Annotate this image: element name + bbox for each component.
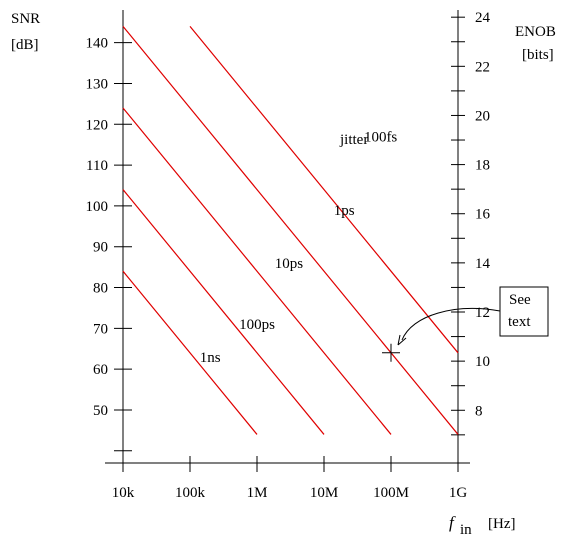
- right-tick-label: 14: [475, 256, 491, 272]
- jitter-line-100ps: [122, 189, 325, 435]
- right-tick-label: 10: [475, 354, 490, 370]
- left-tick-label: 100: [86, 199, 109, 215]
- jitter-line-10ps: [122, 107, 392, 435]
- callout-box: [499, 286, 549, 337]
- x-tick-label: 1G: [449, 485, 468, 501]
- left-axis-ticks: 50 60 70 80 90 100 110 120 130 140: [86, 36, 132, 452]
- x-tick-label: 10k: [112, 485, 135, 501]
- x-tick-label: 100k: [175, 485, 206, 501]
- x-axis-label-symbol: f: [449, 513, 456, 532]
- right-tick-label: 16: [475, 207, 491, 223]
- crosshair-marker: [382, 343, 400, 362]
- left-tick-label: 50: [93, 403, 108, 419]
- jitter-line-labels: 1ns 100ps 10ps 1ps 100fs: [200, 130, 398, 366]
- legend-title: jitter: [339, 132, 368, 148]
- left-tick-label: 130: [86, 76, 109, 92]
- jitter-lines: [122, 25, 459, 435]
- jitter-label-1ns: 1ns: [200, 350, 221, 366]
- x-axis-label-subscript: in: [460, 522, 472, 538]
- jitter-label-1ps: 1ps: [334, 203, 355, 219]
- right-axis-label-line1: ENOB: [515, 24, 556, 40]
- right-axis-ticks: 8 10 12 14 16 18 20 22 24: [451, 10, 491, 436]
- x-axis-ticks: 10k 100k 1M 10M 100M 1G: [112, 456, 468, 501]
- callout-line2: text: [508, 314, 531, 330]
- x-tick-label: 100M: [373, 485, 409, 501]
- right-tick-label: 18: [475, 158, 490, 174]
- jitter-label-100fs: 100fs: [364, 130, 397, 146]
- left-tick-label: 110: [86, 158, 108, 174]
- right-tick-label: 12: [475, 305, 490, 321]
- jitter-line-1ps: [122, 25, 459, 435]
- left-axis-label-line2: [dB]: [11, 37, 39, 53]
- callout-line1: See: [509, 292, 531, 308]
- left-tick-label: 80: [93, 281, 108, 297]
- x-tick-label: 1M: [247, 485, 268, 501]
- left-tick-label: 70: [93, 321, 108, 337]
- callout-arrow-head: [397, 334, 407, 346]
- left-axis-label-line1: SNR: [11, 11, 40, 27]
- right-tick-label: 22: [475, 59, 490, 75]
- jitter-line-1ns: [122, 270, 258, 435]
- x-axis-label-unit: [Hz]: [488, 516, 515, 532]
- jitter-label-100ps: 100ps: [239, 317, 275, 333]
- jitter-line-100fs: [189, 25, 459, 354]
- callout-arrow-curve: [401, 308, 501, 341]
- jitter-label-10ps: 10ps: [275, 256, 304, 272]
- x-tick-label: 10M: [310, 485, 338, 501]
- axes: [105, 10, 470, 464]
- see-text-callout: See text: [397, 286, 549, 346]
- right-tick-label: 20: [475, 108, 490, 124]
- left-tick-label: 120: [86, 117, 109, 133]
- right-tick-label: 24: [475, 10, 491, 26]
- left-tick-label: 140: [86, 36, 109, 52]
- left-tick-label: 60: [93, 362, 108, 378]
- right-tick-label: 8: [475, 403, 483, 419]
- x-axis-label: f in [Hz]: [449, 513, 515, 538]
- left-tick-label: 90: [93, 240, 108, 256]
- right-axis-label-line2: [bits]: [522, 47, 554, 63]
